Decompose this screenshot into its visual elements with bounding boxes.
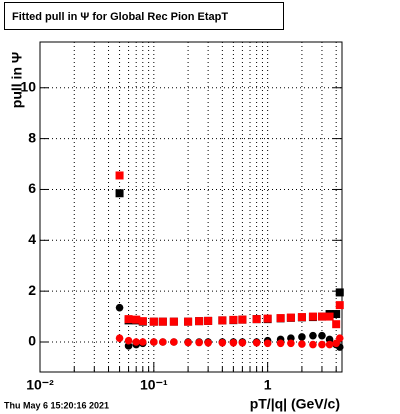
circle-marker bbox=[298, 340, 306, 348]
circle-marker bbox=[238, 338, 247, 347]
circle-marker bbox=[318, 340, 326, 349]
circle-marker bbox=[115, 334, 124, 342]
circle-marker bbox=[204, 338, 212, 347]
square-marker bbox=[238, 315, 247, 324]
square-marker bbox=[184, 317, 193, 326]
circle-marker bbox=[138, 338, 147, 346]
y-axis-label: pull in Ψ bbox=[9, 52, 25, 108]
square-marker bbox=[332, 310, 341, 319]
square-marker bbox=[158, 317, 167, 326]
square-marker bbox=[204, 316, 213, 325]
circle-marker bbox=[335, 334, 344, 342]
square-marker bbox=[138, 317, 147, 326]
circle-marker bbox=[309, 340, 317, 349]
circle-marker bbox=[276, 339, 285, 348]
chart-title: Fitted pull in Ψ for Global Rec Pion Eta… bbox=[12, 11, 228, 23]
circle-marker bbox=[263, 339, 272, 348]
plot-frame bbox=[39, 41, 343, 373]
circle-marker bbox=[124, 336, 133, 345]
y-tick-label: 4 bbox=[28, 231, 36, 247]
square-marker bbox=[195, 317, 204, 326]
circle-marker bbox=[287, 339, 295, 348]
circle-marker bbox=[115, 303, 124, 312]
circle-marker bbox=[229, 338, 238, 347]
square-marker bbox=[308, 312, 317, 321]
square-marker bbox=[169, 317, 178, 326]
circle-marker bbox=[298, 333, 306, 341]
circle-marker bbox=[195, 338, 203, 347]
circle-marker bbox=[325, 340, 334, 349]
circle-marker bbox=[218, 338, 227, 347]
x-tick-label: 10⁻² bbox=[26, 377, 54, 393]
circle-marker bbox=[159, 338, 167, 346]
square-marker bbox=[317, 312, 326, 321]
square-marker bbox=[229, 315, 238, 324]
title-box bbox=[4, 2, 284, 30]
square-marker bbox=[149, 317, 158, 326]
footer: Thu May 6 15:20:16 2021 bbox=[4, 400, 109, 410]
y-tick-label: 8 bbox=[28, 129, 36, 145]
square-marker bbox=[297, 313, 306, 322]
square-marker bbox=[335, 301, 344, 310]
circle-marker bbox=[318, 331, 326, 340]
circle-marker bbox=[309, 331, 317, 340]
y-tick-label: 6 bbox=[28, 180, 36, 196]
y-tick-label: 0 bbox=[28, 333, 36, 349]
square-marker bbox=[115, 189, 124, 198]
y-tick-label: 2 bbox=[28, 282, 36, 298]
square-marker bbox=[332, 320, 341, 329]
square-marker bbox=[263, 314, 272, 323]
square-marker bbox=[286, 313, 295, 322]
square-marker bbox=[124, 315, 133, 324]
square-marker bbox=[335, 288, 344, 297]
square-marker bbox=[132, 315, 141, 324]
square-marker bbox=[252, 315, 261, 324]
circle-marker bbox=[252, 338, 261, 347]
circle-marker bbox=[184, 338, 192, 347]
x-axis-label: pT/|q| (GeV/c) bbox=[250, 396, 340, 412]
x-tick-label: 10⁻¹ bbox=[140, 377, 168, 393]
circle-marker bbox=[150, 338, 158, 346]
circle-marker bbox=[170, 338, 178, 346]
square-marker bbox=[115, 171, 124, 180]
square-marker bbox=[218, 316, 227, 325]
x-tick-label: 1 bbox=[264, 377, 272, 393]
square-marker bbox=[325, 312, 334, 321]
circle-marker bbox=[132, 338, 140, 346]
y-tick-label: 10 bbox=[20, 78, 36, 94]
square-marker bbox=[276, 314, 285, 323]
